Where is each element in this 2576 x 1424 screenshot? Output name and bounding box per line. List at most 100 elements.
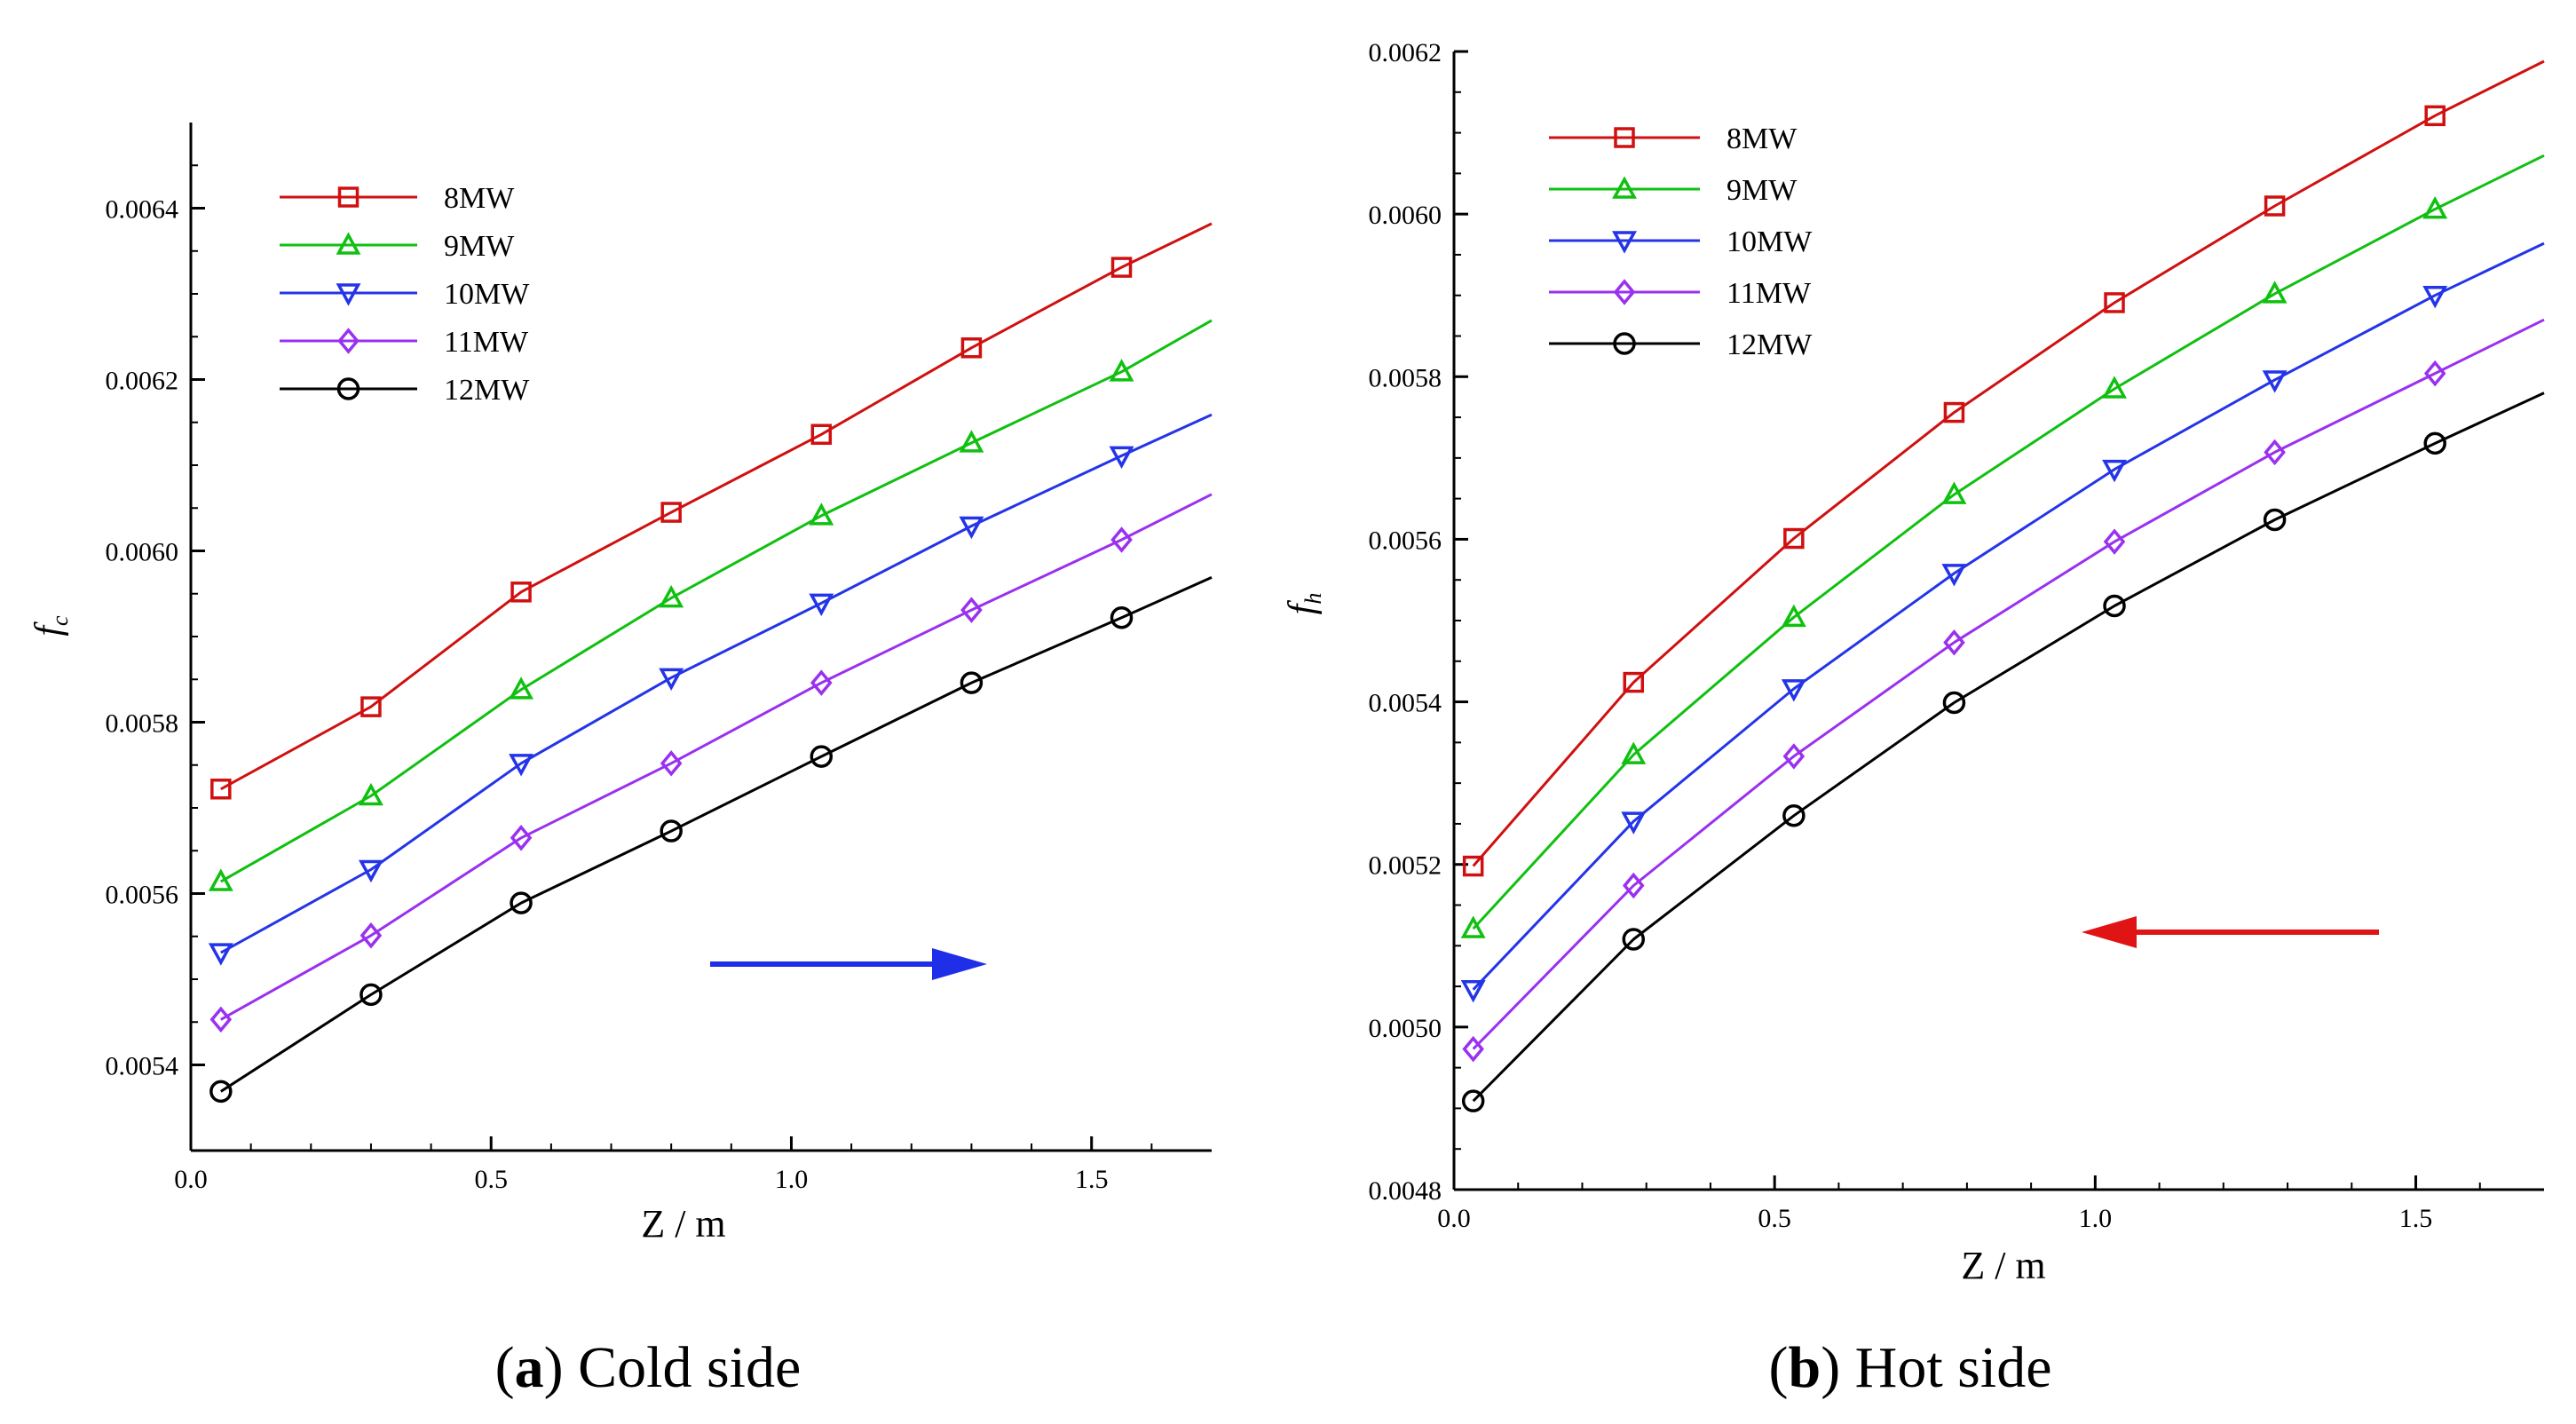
legend-marker-11mw [1613, 279, 1636, 305]
caption-hot-side: (b) Hot side [1768, 1335, 2051, 1400]
y-tick-label: 0.0054 [1369, 689, 1442, 718]
data-point-8mw [1943, 401, 1965, 423]
series-line-11mw [220, 493, 1213, 1021]
data-point-12mw [360, 983, 383, 1007]
data-point-12mw [960, 671, 984, 694]
data-point-10mw [2422, 285, 2448, 309]
x-tick-label: 0.5 [474, 1165, 508, 1194]
legend-label-8mw: 8MW [444, 182, 515, 215]
data-point-8mw [1783, 527, 1805, 550]
chart-panel-cold-side: 0.0 0.5 1.0 1.5 0.0054 0.0056 0.0058 0.0060 0.00… [28, 123, 1213, 1400]
data-point-8mw [510, 581, 532, 603]
data-point-10mw [208, 943, 233, 966]
data-point-12mw [1461, 1089, 1485, 1112]
y-tick-label: 0.0050 [1369, 1014, 1442, 1043]
data-point-9mw [659, 584, 684, 608]
data-point-12mw [2423, 431, 2446, 455]
data-point-11mw [1943, 629, 1965, 656]
data-point-10mw [659, 668, 684, 691]
data-point-8mw [2104, 292, 2125, 313]
data-point-10mw [809, 593, 834, 616]
data-point-8mw [1462, 855, 1484, 877]
data-point-9mw [1941, 481, 1967, 504]
data-point-10mw [2262, 370, 2288, 393]
data-point-9mw [2422, 196, 2448, 219]
data-point-11mw [1462, 1035, 1484, 1063]
data-point-11mw [810, 669, 833, 696]
legend-label-8mw: 8MW [1727, 123, 1798, 155]
y-tick-label: 0.0058 [106, 709, 179, 739]
data-point-9mw [2262, 281, 2288, 304]
data-point-8mw [2264, 195, 2286, 217]
data-point-8mw [1110, 257, 1133, 278]
caption-cold-side: (a) Cold side [495, 1335, 802, 1400]
y-tick-label: 0.0062 [106, 367, 179, 396]
x-axis-label-cold-side: Z / m [641, 1202, 725, 1246]
y-tick-label: 0.0056 [106, 881, 179, 910]
x-tick-label: 0.5 [1758, 1204, 1791, 1233]
y-tick-label: 0.0064 [106, 195, 179, 225]
x-tick-label: 0.0 [174, 1165, 208, 1194]
legend-marker-12mw [1613, 332, 1636, 355]
legend-label-11mw: 11MW [1727, 277, 1812, 310]
y-tick-label: 0.0060 [1369, 201, 1442, 230]
data-point-10mw [358, 859, 383, 883]
data-point-9mw [1621, 741, 1647, 764]
y-tick-label: 0.0058 [1369, 363, 1442, 392]
data-point-11mw [2264, 439, 2286, 466]
data-point-12mw [1622, 928, 1646, 951]
series-line-12mw [219, 576, 1213, 1093]
data-point-8mw [360, 696, 382, 717]
x-tick-label: 1.5 [1075, 1165, 1109, 1194]
data-point-9mw [809, 502, 834, 526]
chart-panel-hot-side: 0.0 0.5 1.0 1.5 0.0048 0.0050 0.0052 0.0054 0.00… [1282, 38, 2545, 1400]
x-axis-label-hot-side: Z / m [1961, 1244, 2045, 1287]
legend-label-10mw: 10MW [1727, 225, 1813, 258]
y-tick-label: 0.0054 [106, 1052, 179, 1081]
data-point-9mw [509, 676, 534, 700]
data-point-8mw [2424, 105, 2446, 127]
data-point-11mw [1622, 872, 1645, 899]
data-point-8mw [210, 779, 232, 800]
data-point-12mw [209, 1080, 233, 1104]
data-point-11mw [209, 1006, 233, 1033]
data-point-10mw [1941, 564, 1967, 587]
data-point-10mw [1460, 979, 1486, 1003]
data-point-9mw [1781, 604, 1806, 628]
data-point-11mw [960, 597, 983, 623]
flow-arrow-head [932, 948, 987, 980]
y-axis-label-cold-side: fc [28, 615, 73, 637]
legend-label-12mw: 12MW [1727, 328, 1813, 361]
data-point-11mw [2423, 360, 2446, 387]
plot-area-cold-side: 0.0 0.5 1.0 1.5 0.0054 0.0056 0.0058 0.0060 0.00… [106, 123, 1213, 1194]
x-tick-label: 1.0 [2079, 1204, 2113, 1233]
data-point-11mw [1782, 743, 1806, 770]
legend-marker-9mw [336, 232, 361, 255]
series-line-12mw [1472, 392, 2545, 1103]
data-point-12mw [1110, 606, 1134, 629]
data-point-12mw [660, 819, 683, 843]
data-point-12mw [510, 891, 533, 914]
data-point-10mw [1781, 679, 1806, 702]
data-point-12mw [1942, 691, 1966, 715]
legend-marker-12mw [336, 377, 360, 400]
legend-marker-8mw [337, 186, 360, 208]
data-point-9mw [1109, 359, 1134, 382]
data-point-12mw [2103, 594, 2126, 618]
legend-label-11mw: 11MW [444, 326, 529, 359]
data-point-10mw [959, 516, 984, 540]
data-point-9mw [959, 430, 984, 453]
data-point-11mw [510, 825, 533, 851]
series-line-10mw [1472, 241, 2545, 991]
y-tick-label: 0.0062 [1369, 38, 1442, 67]
data-point-10mw [1621, 811, 1647, 835]
y-tick-label: 0.0060 [106, 538, 179, 567]
series-line-9mw [1472, 154, 2545, 930]
data-point-9mw [358, 782, 383, 806]
data-point-10mw [1109, 446, 1134, 470]
data-point-8mw [960, 337, 983, 359]
x-tick-label: 1.0 [775, 1165, 809, 1194]
legend-marker-11mw [337, 328, 360, 354]
data-point-10mw [509, 754, 534, 777]
